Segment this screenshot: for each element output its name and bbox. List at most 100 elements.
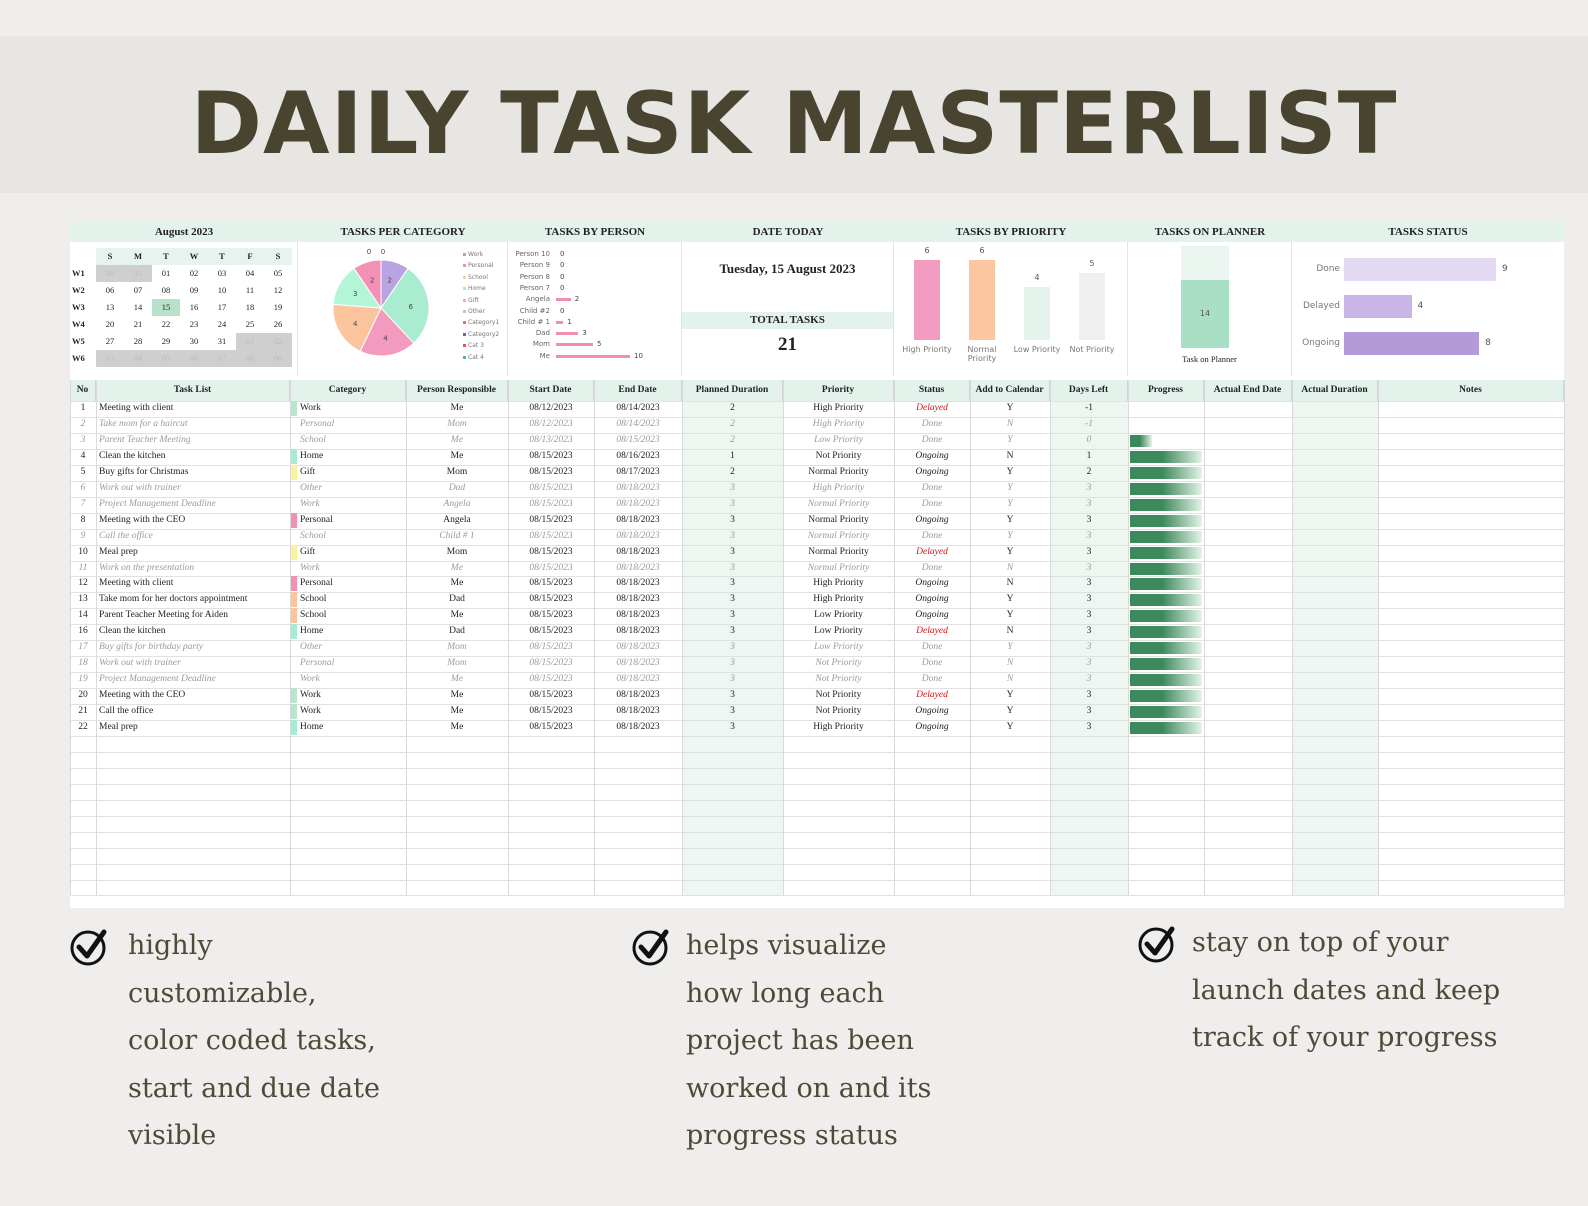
calendar-day[interactable]: 10 bbox=[217, 285, 227, 295]
table-row[interactable]: 3 Parent Teacher Meeting School Me 08/13/202… bbox=[70, 433, 1564, 449]
column-header[interactable]: Days Left bbox=[1050, 380, 1128, 401]
table-cell-cal[interactable]: Y bbox=[1007, 642, 1013, 653]
table-row[interactable]: 13 Take mom for her doctors appointment Sc… bbox=[70, 592, 1564, 608]
table-cell-cal[interactable]: Y bbox=[1007, 530, 1013, 541]
calendar-day[interactable]: 16 bbox=[189, 302, 199, 312]
calendar-day[interactable]: 27 bbox=[105, 336, 115, 346]
table-row[interactable]: 14 Parent Teacher Meeting for Aiden School… bbox=[70, 608, 1564, 624]
calendar-day[interactable]: 23 bbox=[189, 319, 199, 329]
column-header[interactable]: Actual Duration bbox=[1292, 380, 1378, 401]
calendar-day[interactable]: 09 bbox=[189, 285, 199, 295]
calendar-day[interactable]: 05 bbox=[152, 350, 180, 367]
table-cell-cal[interactable]: N bbox=[1006, 658, 1014, 669]
calendar-day[interactable]: 15 bbox=[152, 299, 180, 316]
calendar-day[interactable]: 01 bbox=[161, 268, 171, 278]
calendar-day[interactable]: 04 bbox=[124, 350, 152, 367]
column-header[interactable]: Person Responsible bbox=[406, 380, 508, 401]
table-cell-cal[interactable]: Y bbox=[1006, 722, 1014, 732]
calendar-day[interactable]: 06 bbox=[180, 350, 208, 367]
calendar-day[interactable]: 14 bbox=[133, 302, 143, 312]
column-header[interactable]: Add to Calendar bbox=[970, 380, 1050, 401]
calendar-day[interactable]: 08 bbox=[236, 350, 264, 367]
calendar-day[interactable]: 24 bbox=[217, 319, 227, 329]
calendar-day[interactable]: 26 bbox=[273, 319, 283, 329]
calendar-day[interactable]: 06 bbox=[105, 285, 115, 295]
calendar-day[interactable]: 21 bbox=[133, 319, 143, 329]
table-cell-cal[interactable]: N bbox=[1006, 450, 1014, 461]
table-cell-cal[interactable]: Y bbox=[1006, 610, 1014, 621]
table-row[interactable]: 1 Meeting with client Work Me 08/12/2023 08/1… bbox=[70, 401, 1564, 417]
table-row[interactable]: 11 Work on the presentation Work Me 08/15/20… bbox=[70, 561, 1564, 577]
table-cell-cal[interactable]: Y bbox=[1006, 403, 1014, 413]
table-cell-cal[interactable]: Y bbox=[1006, 466, 1014, 477]
calendar-day[interactable]: 25 bbox=[245, 319, 255, 329]
calendar-day[interactable]: 08 bbox=[161, 285, 171, 295]
calendar-day[interactable]: 17 bbox=[217, 302, 227, 312]
table-cell-cal[interactable]: Y bbox=[1006, 546, 1014, 557]
calendar-day[interactable]: 29 bbox=[161, 336, 171, 346]
table-cell-cal[interactable]: N bbox=[1006, 578, 1014, 589]
table-row[interactable]: 5 Buy gifts for Christmas Gift Mom 08/15/202… bbox=[70, 464, 1564, 481]
table-cell-cal[interactable]: Y bbox=[1006, 690, 1014, 701]
table-row[interactable]: 20 Meeting with the CEO Work Me 08/15/2023 08… bbox=[70, 688, 1564, 704]
table-cell-cal[interactable]: N bbox=[1006, 626, 1014, 637]
column-header[interactable]: Notes bbox=[1378, 380, 1564, 401]
calendar-day[interactable]: 03 bbox=[217, 268, 227, 278]
column-header[interactable]: Start Date bbox=[508, 380, 594, 401]
table-row[interactable]: 21 Call the office Work Me 08/15/2023 08/18/2… bbox=[70, 704, 1564, 720]
column-header[interactable]: Progress bbox=[1128, 380, 1204, 401]
table-cell-cal[interactable]: Y bbox=[1006, 514, 1014, 525]
calendar-day[interactable]: 09 bbox=[264, 350, 292, 367]
table-cell-cal[interactable]: Y bbox=[1006, 706, 1014, 717]
calendar-day[interactable]: 31 bbox=[124, 265, 152, 282]
table-row[interactable]: 7 Project Management Deadline Work Angela 08… bbox=[70, 497, 1564, 513]
table-cell-cal[interactable]: N bbox=[1006, 418, 1014, 429]
calendar-day[interactable]: 30 bbox=[96, 265, 124, 282]
calendar-day[interactable]: 05 bbox=[273, 268, 283, 278]
table-cell-cal[interactable]: N bbox=[1006, 674, 1014, 685]
calendar-day[interactable]: 07 bbox=[133, 285, 143, 295]
calendar-day[interactable]: 18 bbox=[245, 302, 255, 312]
column-header[interactable]: Task List bbox=[96, 380, 290, 401]
calendar-day[interactable]: 22 bbox=[161, 319, 171, 329]
table-cell-cal[interactable]: Y bbox=[1007, 482, 1013, 493]
calendar-day[interactable]: 28 bbox=[133, 336, 143, 346]
calendar-day[interactable]: 20 bbox=[105, 319, 115, 329]
calendar-day[interactable]: 04 bbox=[245, 268, 255, 278]
table-row[interactable]: 6 Work out with trainer Other Dad 08/15/2023… bbox=[70, 481, 1564, 497]
calendar-day[interactable]: 31 bbox=[217, 336, 227, 346]
column-header[interactable]: Planned Duration bbox=[682, 380, 783, 401]
table-row[interactable]: 18 Work out with trainer Personal Mom 08/15/… bbox=[70, 656, 1564, 672]
table-row[interactable]: 8 Meeting with the CEO Personal Angela 08/15… bbox=[70, 512, 1564, 529]
calendar-day[interactable]: 01 bbox=[236, 333, 264, 350]
table-row[interactable]: 9 Call the office School Child # 1 08/15/202… bbox=[70, 529, 1564, 545]
table-cell-cal[interactable]: Y bbox=[1007, 434, 1013, 445]
table-row[interactable]: 19 Project Management Deadline Work Me 08/15… bbox=[70, 672, 1564, 688]
column-header[interactable]: End Date bbox=[594, 380, 682, 401]
calendar-day[interactable]: 11 bbox=[245, 285, 255, 295]
column-header[interactable]: Actual End Date bbox=[1204, 380, 1292, 401]
table-row[interactable]: 17 Buy gifts for birthday party Other Mom 08… bbox=[70, 640, 1564, 656]
column-header[interactable]: No bbox=[70, 380, 96, 401]
table-cell-person: Me bbox=[450, 450, 464, 461]
table-row[interactable]: 10 Meal prep Gift Mom 08/15/2023 08/18/2023 3 N… bbox=[70, 544, 1564, 561]
calendar-day[interactable]: 03 bbox=[96, 350, 124, 367]
table-row[interactable]: 2 Take mom for a haircut Personal Mom 08/12/… bbox=[70, 417, 1564, 433]
table-row[interactable]: 16 Clean the kitchen Home Dad 08/15/2023 08/1… bbox=[70, 624, 1564, 640]
calendar-day[interactable]: 07 bbox=[208, 350, 236, 367]
calendar-day[interactable]: 12 bbox=[273, 285, 283, 295]
column-header[interactable]: Category bbox=[290, 380, 406, 401]
calendar-day[interactable]: 13 bbox=[105, 302, 115, 312]
column-header[interactable]: Priority bbox=[783, 380, 894, 401]
column-header[interactable]: Status bbox=[894, 380, 970, 401]
calendar-day[interactable]: 19 bbox=[273, 302, 283, 312]
table-cell-cal[interactable]: N bbox=[1006, 562, 1014, 573]
table-row[interactable]: 4 Clean the kitchen Home Me 08/15/2023 08/16/… bbox=[70, 448, 1564, 465]
calendar-day[interactable]: 30 bbox=[189, 336, 199, 346]
table-row[interactable]: 22 Meal prep Home Me 08/15/2023 08/18/2023 3 Hi… bbox=[70, 720, 1564, 736]
table-row[interactable]: 12 Meeting with client Personal Me 08/15/202… bbox=[70, 576, 1564, 592]
table-cell-cal[interactable]: Y bbox=[1007, 498, 1013, 509]
calendar-day[interactable]: 02 bbox=[264, 333, 292, 350]
calendar-day[interactable]: 02 bbox=[189, 268, 199, 278]
table-cell-cal[interactable]: Y bbox=[1006, 594, 1014, 605]
